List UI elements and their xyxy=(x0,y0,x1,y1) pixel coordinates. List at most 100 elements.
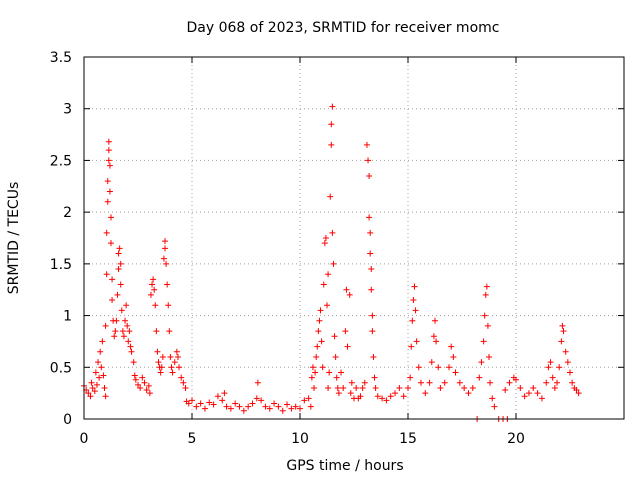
data-point xyxy=(157,369,164,376)
data-point xyxy=(106,188,113,195)
data-point xyxy=(562,348,569,355)
data-point xyxy=(547,359,554,366)
data-point xyxy=(426,379,433,386)
data-point xyxy=(97,348,104,355)
data-point xyxy=(452,369,459,376)
data-point xyxy=(206,399,213,406)
data-point xyxy=(369,328,376,335)
y-tick-label: 3.5 xyxy=(50,50,72,66)
data-point xyxy=(131,372,138,379)
x-axis-label: GPS time / hours xyxy=(286,458,403,474)
data-point xyxy=(469,384,476,391)
data-point xyxy=(266,405,273,412)
data-point xyxy=(412,307,419,314)
data-point xyxy=(118,307,125,314)
data-point xyxy=(219,397,226,404)
data-point xyxy=(103,271,110,278)
data-point xyxy=(127,343,134,350)
data-point xyxy=(387,393,394,400)
data-point xyxy=(150,276,157,283)
y-tick-label: 2.5 xyxy=(50,153,72,169)
data-point xyxy=(486,353,492,360)
data-point xyxy=(297,405,303,412)
data-point xyxy=(318,338,325,345)
data-point xyxy=(317,307,324,314)
data-point xyxy=(392,390,399,397)
data-point xyxy=(158,364,165,371)
data-point xyxy=(325,384,332,391)
y-tick-label: 0.5 xyxy=(50,360,72,376)
data-point xyxy=(461,384,468,391)
data-point xyxy=(143,387,150,394)
data-point xyxy=(371,374,378,381)
data-point xyxy=(487,379,494,386)
data-point xyxy=(232,400,239,407)
data-point xyxy=(128,348,135,355)
data-point xyxy=(201,405,208,412)
data-point xyxy=(109,276,116,283)
data-point xyxy=(105,157,112,164)
data-point xyxy=(456,379,463,386)
data-point xyxy=(163,260,170,267)
data-point xyxy=(168,364,175,371)
data-point xyxy=(301,397,308,404)
data-point xyxy=(560,328,567,335)
data-point xyxy=(483,283,490,290)
data-point xyxy=(178,374,185,381)
data-point xyxy=(481,312,488,319)
data-point xyxy=(575,390,582,397)
data-point xyxy=(197,400,204,407)
data-point xyxy=(465,390,472,397)
axis-ticks: 0 0.5 1 1.5 2 2.5 3 3.5 0 5 10 15 20 xyxy=(50,50,624,447)
data-point xyxy=(521,393,528,400)
data-point xyxy=(227,405,234,412)
data-point xyxy=(422,390,429,397)
data-point xyxy=(400,393,407,400)
data-point xyxy=(92,369,99,376)
data-point xyxy=(122,317,129,324)
data-point xyxy=(405,384,411,391)
data-point xyxy=(236,403,243,410)
data-point xyxy=(430,333,437,340)
data-point xyxy=(149,281,156,288)
data-point xyxy=(327,193,334,200)
data-point xyxy=(417,379,424,386)
data-point xyxy=(85,390,92,397)
data-point xyxy=(326,369,333,376)
data-point xyxy=(105,138,112,145)
data-point xyxy=(366,172,373,179)
data-point xyxy=(99,338,106,345)
data-point xyxy=(91,388,98,395)
data-point xyxy=(319,364,326,371)
data-point xyxy=(223,403,230,410)
data-point xyxy=(347,390,354,397)
data-point xyxy=(152,302,159,309)
data-point xyxy=(538,395,545,402)
data-point xyxy=(258,397,265,404)
data-point xyxy=(573,387,580,394)
data-point xyxy=(240,407,247,414)
data-point xyxy=(409,317,416,324)
data-point xyxy=(147,291,154,298)
y-tick-label: 0 xyxy=(63,412,72,428)
data-point xyxy=(111,333,118,340)
data-point xyxy=(108,240,114,247)
data-point xyxy=(101,384,108,391)
data-point xyxy=(141,379,148,386)
data-point xyxy=(330,260,337,267)
data-point xyxy=(374,393,381,400)
data-point xyxy=(154,348,161,355)
data-point xyxy=(279,407,286,414)
data-point xyxy=(558,338,565,345)
data-point xyxy=(166,328,173,335)
data-point xyxy=(102,322,109,329)
data-point xyxy=(408,343,415,350)
data-point xyxy=(363,141,370,148)
data-point xyxy=(117,281,124,288)
data-point xyxy=(545,364,552,371)
data-point xyxy=(153,328,160,335)
data-point xyxy=(162,238,168,245)
data-point xyxy=(165,302,172,309)
data-point xyxy=(102,393,109,400)
data-point xyxy=(530,384,537,391)
